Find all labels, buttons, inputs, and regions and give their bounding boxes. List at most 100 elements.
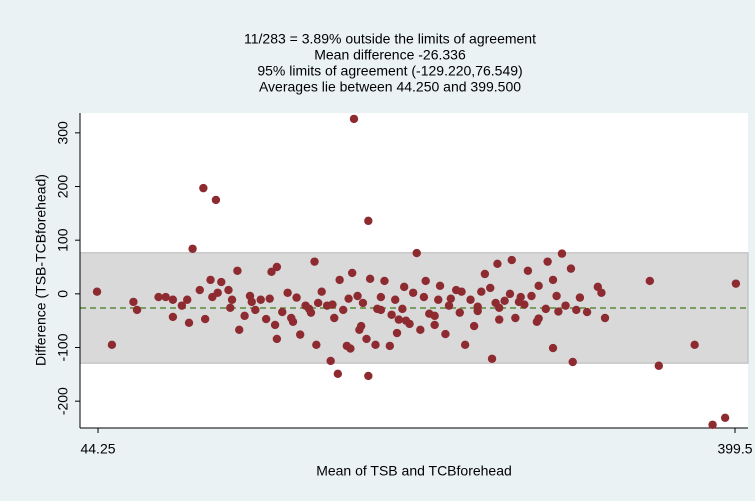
point (500, 296, 509, 306)
point (267, 267, 276, 277)
x-tick-label: 399.5 (717, 441, 752, 457)
point (283, 288, 292, 297)
point (339, 305, 348, 315)
point (523, 266, 533, 275)
point (391, 295, 400, 304)
point (272, 334, 282, 344)
point (347, 268, 357, 278)
y-tick-label: 0 (55, 290, 71, 298)
point (371, 340, 380, 350)
point (600, 313, 610, 323)
point (582, 307, 592, 317)
point (412, 248, 421, 258)
point (419, 292, 429, 302)
point (107, 340, 117, 350)
point (534, 314, 543, 323)
point (720, 413, 730, 423)
point (398, 304, 407, 314)
point (330, 313, 339, 323)
point (235, 325, 244, 334)
point (313, 298, 323, 308)
point (188, 244, 197, 253)
point (292, 293, 301, 302)
point (457, 287, 466, 296)
point (376, 292, 386, 302)
point (240, 311, 249, 321)
point (335, 275, 344, 285)
y-axis-label: Difference (TSB-TCBforehead) (33, 174, 49, 366)
point (161, 292, 170, 302)
point (132, 305, 142, 315)
point (233, 266, 242, 275)
point (295, 330, 305, 339)
y-tick-label: 200 (55, 175, 71, 199)
point (217, 277, 226, 287)
title-line: Averages lie between 44.250 and 399.500 (259, 79, 521, 95)
point (561, 301, 570, 310)
point (312, 340, 321, 350)
point (287, 313, 296, 323)
point (534, 281, 543, 290)
point (572, 305, 581, 315)
point (394, 315, 404, 324)
point (247, 297, 256, 307)
point (527, 291, 536, 301)
point (566, 264, 576, 273)
point (154, 292, 163, 302)
point (92, 287, 102, 296)
point (401, 316, 411, 325)
point (251, 305, 260, 315)
point (708, 420, 717, 429)
point (353, 291, 362, 301)
point (466, 295, 475, 304)
x-axis-label: Mean of TSB and TCBforehead (316, 463, 512, 479)
point (317, 287, 326, 296)
title-line: 95% limits of agreement (-129.220,76.549… (257, 63, 522, 79)
point (184, 318, 194, 328)
point (333, 369, 343, 379)
point (213, 288, 222, 297)
point (362, 334, 371, 344)
point (690, 340, 699, 350)
point (392, 328, 402, 338)
point (177, 301, 187, 310)
point (326, 356, 335, 366)
point (548, 343, 558, 353)
point (168, 312, 178, 322)
point (195, 285, 204, 295)
point (211, 195, 221, 205)
point (421, 276, 430, 286)
point (385, 341, 395, 351)
point (200, 314, 210, 324)
point (557, 249, 567, 258)
point (552, 291, 561, 301)
x-tick-label: 44.25 (80, 441, 115, 457)
point (654, 361, 663, 370)
point (399, 282, 409, 292)
point (226, 303, 235, 312)
point (511, 313, 520, 323)
point (477, 287, 486, 296)
point (575, 293, 585, 302)
point (183, 295, 192, 304)
point (441, 329, 450, 339)
point (270, 320, 280, 330)
point (306, 308, 316, 317)
point (349, 114, 359, 124)
point (493, 259, 502, 268)
point (365, 274, 375, 284)
point (168, 295, 178, 304)
point (505, 289, 515, 299)
point (256, 295, 265, 304)
point (430, 320, 439, 330)
point (435, 281, 445, 290)
point (364, 371, 373, 381)
y-tick-label: -100 (55, 333, 71, 361)
point (227, 295, 237, 304)
point (129, 297, 138, 307)
point (543, 257, 552, 266)
point (356, 321, 366, 331)
point (430, 311, 439, 321)
